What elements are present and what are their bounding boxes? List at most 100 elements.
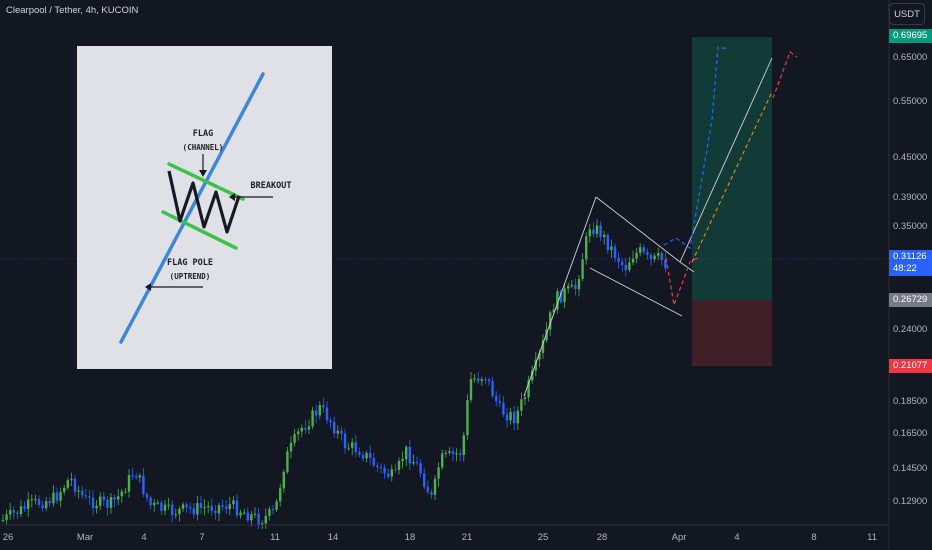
candle-body xyxy=(73,478,77,492)
candle-body xyxy=(369,453,372,459)
candle-body xyxy=(419,463,422,474)
candle-body xyxy=(19,506,23,515)
candle-body xyxy=(657,253,660,256)
candle-body xyxy=(52,492,55,504)
candle-body xyxy=(91,497,95,509)
target-price-tag[interactable]: 0.69695 xyxy=(889,29,932,43)
candle-body xyxy=(660,253,663,260)
candle-body xyxy=(639,247,642,253)
candle-body xyxy=(444,452,447,454)
candle-body xyxy=(577,278,581,290)
candle-body xyxy=(329,420,332,423)
candle-body xyxy=(538,353,541,360)
candle-body xyxy=(621,261,624,265)
candle-body xyxy=(343,433,347,449)
candle-body xyxy=(286,451,289,472)
time-label: 4 xyxy=(141,532,147,543)
stop-zone[interactable] xyxy=(692,300,772,366)
candle-body xyxy=(552,309,555,313)
time-label: 28 xyxy=(596,532,608,543)
candle-body xyxy=(588,229,591,237)
red-projection-path[interactable] xyxy=(665,257,699,308)
breakout-arrow-head xyxy=(229,193,235,201)
candle-body xyxy=(606,234,609,250)
candle-body xyxy=(30,499,33,501)
time-label: 26 xyxy=(2,532,14,543)
candlestick-series[interactable] xyxy=(1,219,667,530)
candle-body xyxy=(81,490,84,496)
candle-body xyxy=(221,505,224,507)
flag-pole-line[interactable] xyxy=(523,196,597,397)
red-target-path[interactable] xyxy=(772,51,798,99)
candle-body xyxy=(311,410,314,427)
candle-body xyxy=(203,506,206,508)
candle-body xyxy=(261,523,264,526)
time-label: 7 xyxy=(199,532,205,543)
time-label: 21 xyxy=(461,532,473,543)
candle-body xyxy=(390,469,393,477)
candle-body xyxy=(250,514,253,521)
candle-body xyxy=(228,504,231,509)
bar-countdown: 48:22 xyxy=(893,263,917,274)
current-price-tag[interactable]: 0.31126 48:22 xyxy=(889,250,932,276)
candle-body xyxy=(487,379,491,382)
candle-body xyxy=(34,499,37,501)
candle-body xyxy=(502,402,505,415)
candle-body xyxy=(383,467,386,474)
candle-body xyxy=(595,225,599,234)
candle-body xyxy=(430,492,433,495)
candle-body xyxy=(325,407,329,421)
candle-body xyxy=(271,509,275,511)
candle-body xyxy=(408,446,411,464)
price-label: 0.24000 xyxy=(893,324,928,335)
candle-body xyxy=(16,512,19,515)
candle-body xyxy=(210,505,213,511)
candle-body xyxy=(592,229,595,234)
flag-arrow-head xyxy=(199,170,207,177)
candle-body xyxy=(361,454,365,459)
candle-body xyxy=(365,453,368,459)
candle-body xyxy=(394,469,397,471)
candle-body xyxy=(257,513,260,526)
zigzag-price xyxy=(167,170,241,234)
candle-body xyxy=(225,506,228,509)
candle-body xyxy=(77,490,80,492)
candle-body xyxy=(469,379,473,400)
candle-body xyxy=(135,476,138,478)
candle-body xyxy=(117,496,120,500)
target-projection-line[interactable] xyxy=(679,57,773,263)
stop-price-tag[interactable]: 0.21077 xyxy=(889,359,932,373)
price-label: 0.18500 xyxy=(893,396,928,407)
flag-upper-line[interactable] xyxy=(595,196,681,263)
flag-close-line[interactable] xyxy=(679,261,695,273)
candle-body xyxy=(318,405,321,416)
orange-projection-path[interactable] xyxy=(691,91,773,263)
candle-body xyxy=(624,264,627,271)
candle-body xyxy=(340,430,343,434)
time-label: Mar xyxy=(76,532,94,543)
candle-body xyxy=(124,491,127,493)
candle-body xyxy=(300,427,303,432)
candle-body xyxy=(37,499,41,505)
candle-body xyxy=(1,519,5,521)
target-zone[interactable] xyxy=(692,37,772,300)
candle-body xyxy=(167,504,170,506)
currency-selector[interactable]: USDT xyxy=(889,3,925,25)
candle-body xyxy=(570,284,573,287)
candle-body xyxy=(376,465,379,467)
entry-price-tag[interactable]: 0.26729 xyxy=(889,293,932,307)
price-label: 0.16500 xyxy=(893,428,928,439)
flag-lower-line[interactable] xyxy=(589,267,683,317)
candle-body xyxy=(268,509,271,516)
candle-body xyxy=(505,414,509,421)
candle-body xyxy=(297,431,300,435)
symbol-title[interactable]: Clearpool / Tether, 4h, KUCOIN xyxy=(6,5,139,16)
candle-body xyxy=(293,434,296,443)
candle-body xyxy=(160,502,163,511)
candle-body xyxy=(559,291,563,303)
breakout-label: BREAKOUT xyxy=(250,181,292,191)
candle-body xyxy=(498,401,501,403)
candle-body xyxy=(412,462,415,464)
candle-body xyxy=(253,513,257,515)
